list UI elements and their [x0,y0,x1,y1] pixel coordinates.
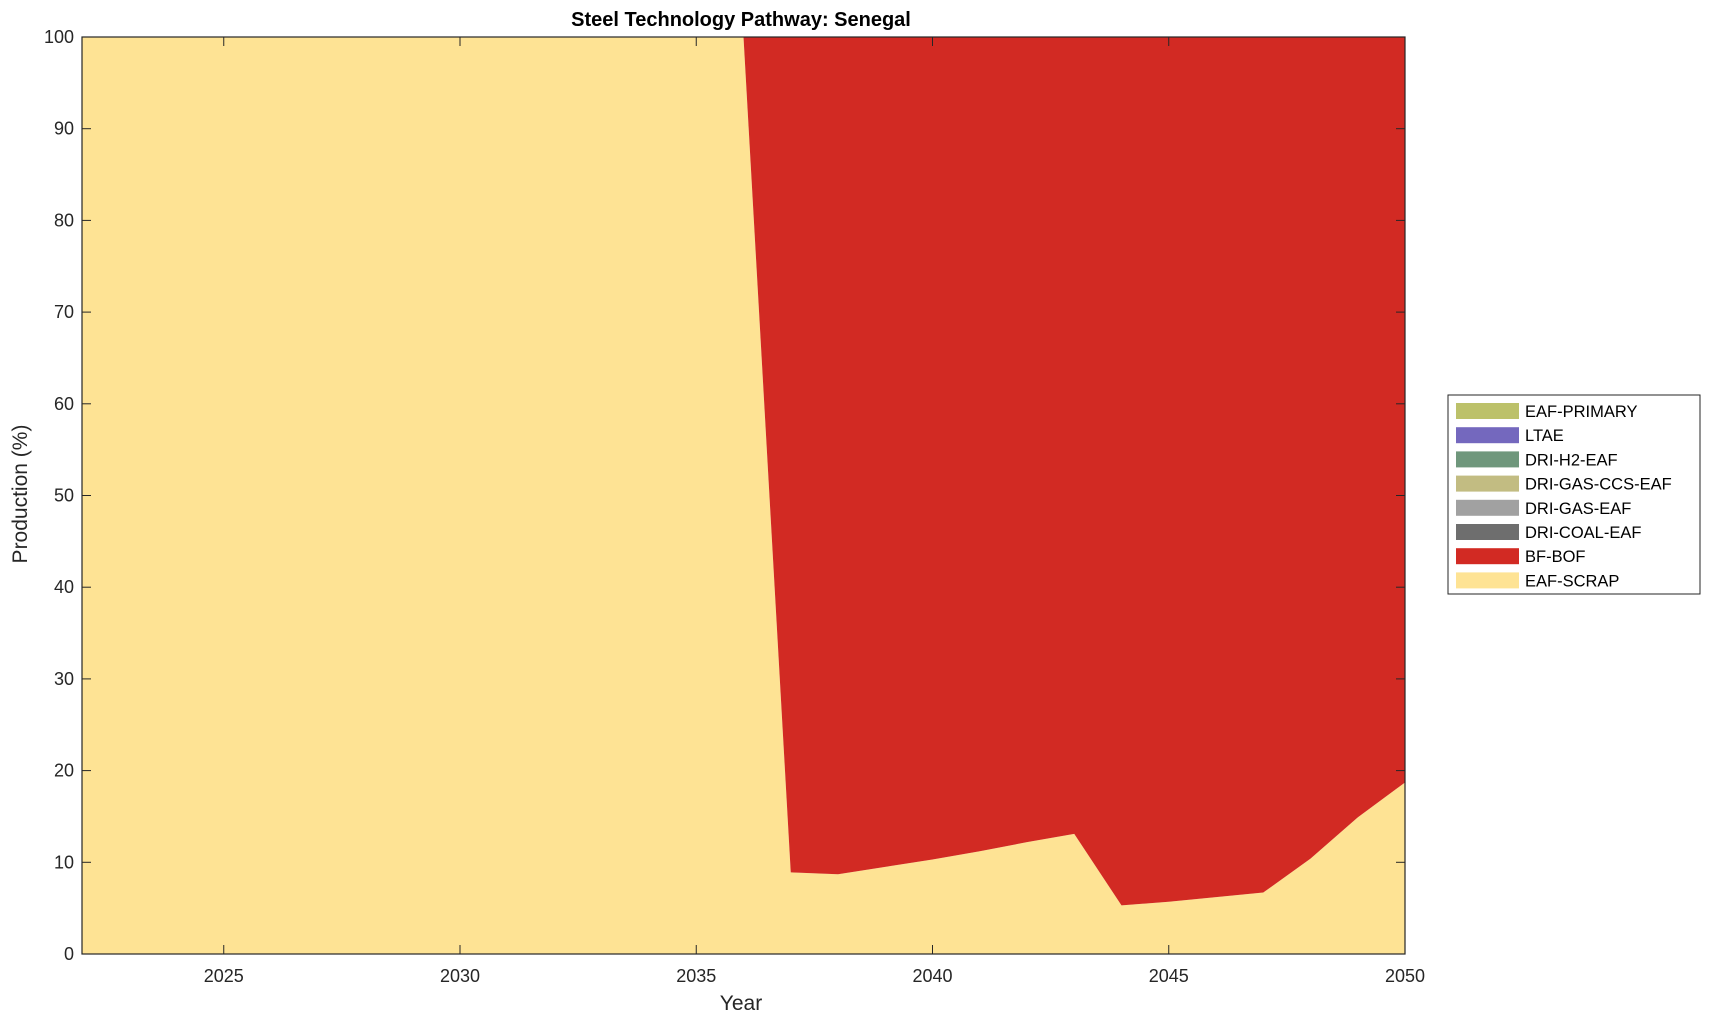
x-tick-label: 2050 [1385,966,1425,986]
legend-swatch [1456,451,1519,468]
legend-swatch [1456,548,1519,565]
x-axis-label: Year [720,992,762,1015]
legend-swatch [1456,427,1519,444]
legend-label: DRI-H2-EAF [1525,451,1618,469]
legend-swatch [1456,524,1519,540]
legend-swatch [1456,572,1519,589]
y-axis-label: Production (%) [9,425,32,564]
axes-group: 2025 2030 2035 2040 2045 20500102030405060708… [44,27,1425,986]
legend: EAF-PRIMARY LTAE DRI-H2-EAF DRI-GAS-CCS-EAF… [1447,394,1701,595]
y-tick-label: 80 [54,210,74,230]
y-tick-label: 90 [54,119,74,139]
y-tick-label: 100 [44,27,74,47]
legend-swatch [1456,475,1519,492]
y-tick-label: 30 [54,669,74,689]
y-tick-label: 20 [54,761,74,781]
y-tick-label: 60 [54,394,74,414]
legend-label: EAF-PRIMARY [1525,403,1637,421]
x-tick-label: 2040 [912,966,952,986]
legend-label: DRI-GAS-CCS-EAF [1525,476,1672,494]
area-bf-bof [82,37,1405,906]
legend-swatch [1456,403,1519,419]
legend-label: BF-BOF [1525,548,1586,566]
legend-label: LTAE [1525,427,1564,445]
plot-area-group [82,37,1405,954]
chart-title: Steel Technology Pathway: Senegal [571,9,911,31]
legend-label: DRI-COAL-EAF [1525,524,1641,542]
y-tick-label: 40 [54,577,74,597]
x-tick-label: 2030 [440,966,480,986]
legend-label: DRI-GAS-EAF [1525,500,1631,518]
y-tick-label: 0 [64,944,74,964]
y-tick-label: 70 [54,302,74,322]
y-tick-label: 10 [54,852,74,872]
legend-swatch [1456,499,1519,516]
area-eaf-scrap [82,37,1405,954]
y-tick-label: 50 [54,486,74,506]
x-tick-label: 2045 [1149,966,1189,986]
x-tick-label: 2035 [676,966,716,986]
x-tick-label: 2025 [204,966,244,986]
legend-label: EAF-SCRAP [1525,572,1619,590]
